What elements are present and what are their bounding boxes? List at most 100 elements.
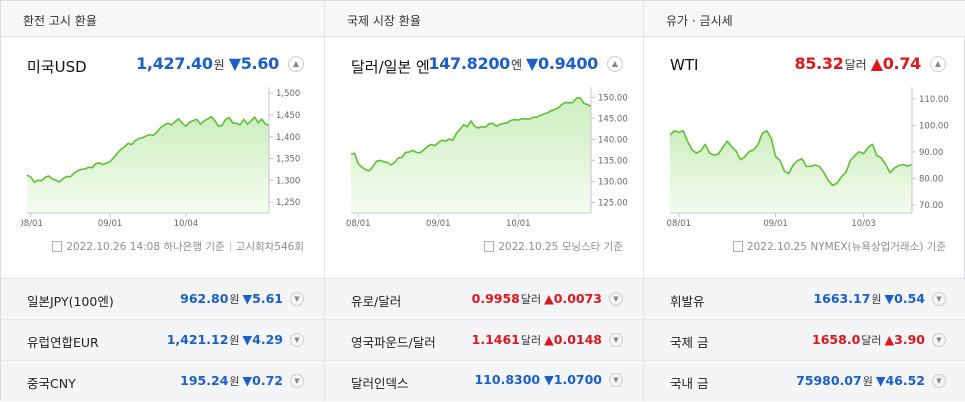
x-tick-label: 08/01: [21, 219, 43, 229]
chevron-up-icon[interactable]: ▲: [288, 55, 304, 72]
list-item-value: 195.24: [180, 373, 229, 388]
chevron-down-icon[interactable]: ▼: [609, 332, 623, 347]
source-extra: 고시회차546회: [235, 241, 304, 253]
main-item-name[interactable]: 달러/일본 엔: [351, 58, 430, 76]
sub-list: 휘발유 1663.17 원 ▼ 0.54 ▼ 국제 금 1658.0 달러 ▲ …: [644, 278, 965, 401]
column-header-label: 환전 고시 환율: [23, 14, 97, 28]
list-item-value: 75980.07: [796, 373, 862, 388]
column-exchange-posted: 환전 고시 환율 미국USD 1,427.40 원 ▼ 5.60 ▲ 1,500…: [1, 1, 324, 401]
main-value: 1,427.40: [136, 54, 213, 73]
list-item[interactable]: 휘발유 1663.17 원 ▼ 0.54 ▼: [644, 279, 965, 320]
x-tick-label: 09/01: [426, 219, 451, 229]
y-tick-label: 1,350: [276, 155, 300, 165]
list-item-quote: 1658.0 달러 ▲ 3.90 ▼: [812, 331, 946, 348]
chevron-up-icon[interactable]: ▲: [607, 55, 623, 72]
main-change: 0.9400: [538, 54, 598, 73]
chevron-down-icon[interactable]: ▼: [290, 291, 304, 306]
sub-list: 유로/달러 0.9958 달러 ▲ 0.0073 ▼ 영국파운드/달러 1.14…: [325, 278, 643, 401]
list-item-name: 국제 금: [670, 335, 709, 350]
separator: [229, 241, 231, 252]
main-item-name[interactable]: WTI: [670, 56, 699, 74]
document-icon: [484, 241, 495, 252]
main-quote: 85.32 달러 ▲ 0.74 ▲: [794, 54, 946, 73]
main-value: 85.32: [794, 54, 844, 73]
source-text: 2022.10.25 모닝스타 기준: [498, 241, 623, 253]
list-item-change: 0.0073: [553, 291, 602, 306]
list-item[interactable]: 영국파운드/달러 1.1461 달러 ▲ 0.0148 ▼: [325, 320, 643, 361]
main-unit: 원: [213, 58, 225, 72]
list-item-value: 1663.17: [813, 291, 871, 306]
list-item-change: 46.52: [885, 373, 925, 388]
list-item-arrow: ▲: [544, 291, 554, 306]
y-tick-label: 90.00: [919, 148, 943, 158]
main-change: 5.60: [240, 54, 280, 73]
y-tick-label: 125.00: [598, 198, 628, 208]
y-tick-label: 70.00: [919, 201, 943, 211]
list-item-value: 1658.0: [812, 332, 861, 347]
main-quote: 1,427.40 원 ▼ 5.60 ▲: [136, 54, 304, 73]
chevron-down-icon[interactable]: ▼: [932, 373, 946, 388]
list-item-unit: 달러: [861, 334, 882, 347]
source-note: 2022.10.26 14:08 하나은행 기준 고시회차546회: [52, 239, 304, 254]
chevron-down-icon[interactable]: ▼: [609, 372, 623, 387]
column-header-label: 유가 · 금시세: [666, 14, 733, 28]
chevron-down-icon[interactable]: ▼: [290, 332, 304, 347]
chart-usd: 1,500 1,450 1,400 1,350 1,300 1,250 08/01 09/01…: [21, 87, 300, 229]
chevron-up-icon[interactable]: ▲: [930, 55, 946, 72]
list-item-unit: 원: [229, 293, 240, 306]
main-change-arrow: ▲: [870, 54, 883, 73]
list-item-value: 1.1461: [471, 332, 520, 347]
list-item-arrow: ▼: [875, 373, 886, 388]
x-tick-label: 10/03: [851, 219, 876, 229]
y-tick-label: 1,500: [276, 89, 300, 99]
list-item-change: 5.61: [252, 291, 283, 306]
chevron-down-icon[interactable]: ▼: [932, 291, 946, 306]
chevron-down-icon[interactable]: ▼: [932, 332, 946, 347]
list-item[interactable]: 일본JPY(100엔) 962.80 원 ▼ 5.61 ▼: [1, 279, 324, 320]
list-item-change: 0.72: [252, 373, 283, 388]
list-item[interactable]: 중국CNY 195.24 원 ▼ 0.72 ▼: [1, 361, 324, 402]
list-item-name: 휘발유: [670, 294, 705, 309]
x-tick-label: 09/01: [763, 219, 788, 229]
list-item-quote: 1.1461 달러 ▲ 0.0148 ▼: [472, 331, 623, 348]
source-text: 2022.10.25 NYMEX(뉴욕상업거래소) 기준: [746, 241, 946, 253]
list-item[interactable]: 국내 금 75980.07 원 ▼ 46.52 ▼: [644, 361, 965, 402]
series-line: [350, 96, 592, 172]
chevron-down-icon[interactable]: ▼: [290, 373, 304, 388]
list-item-unit: 원: [871, 293, 882, 306]
list-item-arrow: ▼: [242, 332, 253, 347]
series-area: [27, 116, 269, 213]
list-item[interactable]: 유로/달러 0.9958 달러 ▲ 0.0073 ▼: [325, 279, 643, 320]
y-tick-label: 1,400: [276, 133, 300, 143]
list-item-name: 달러인덱스: [351, 376, 409, 391]
list-item-value: 1,421.12: [166, 332, 229, 347]
column-header: 환전 고시 환율: [1, 1, 324, 37]
list-item[interactable]: 달러인덱스 110.8300 ▼ 1.0700 ▼: [325, 361, 643, 402]
main-unit: 엔: [510, 58, 523, 72]
list-item-change: 1.0700: [553, 372, 602, 387]
list-item-name: 일본JPY(100엔): [27, 294, 114, 309]
series-line: [669, 130, 913, 187]
main-item-name[interactable]: 미국USD: [27, 58, 87, 76]
main-change-arrow: ▼: [526, 54, 539, 73]
x-tick-label: 08/01: [346, 219, 371, 229]
chevron-down-icon[interactable]: ▼: [609, 291, 623, 306]
list-item-arrow: ▼: [242, 373, 253, 388]
main-change: 0.74: [882, 54, 922, 73]
list-item-change: 0.0148: [553, 332, 602, 347]
list-item-name: 유럽연합EUR: [27, 335, 99, 350]
series-area: [351, 97, 591, 213]
list-item-unit: 원: [862, 375, 873, 388]
y-tick-label: 150.00: [598, 93, 628, 103]
y-tick-label: 135.00: [598, 156, 628, 166]
list-item[interactable]: 유럽연합EUR 1,421.12 원 ▼ 4.29 ▼: [1, 320, 324, 361]
y-tick-label: 100.00: [919, 121, 949, 131]
y-tick-label: 140.00: [598, 135, 628, 145]
y-tick-label: 1,450: [276, 111, 300, 121]
column-header: 유가 · 금시세: [644, 1, 965, 37]
document-icon: [52, 241, 63, 252]
main-unit: 달러: [844, 58, 867, 72]
main-value: 147.8200: [428, 54, 510, 73]
list-item-change: 4.29: [252, 332, 283, 347]
list-item[interactable]: 국제 금 1658.0 달러 ▲ 3.90 ▼: [644, 320, 965, 361]
